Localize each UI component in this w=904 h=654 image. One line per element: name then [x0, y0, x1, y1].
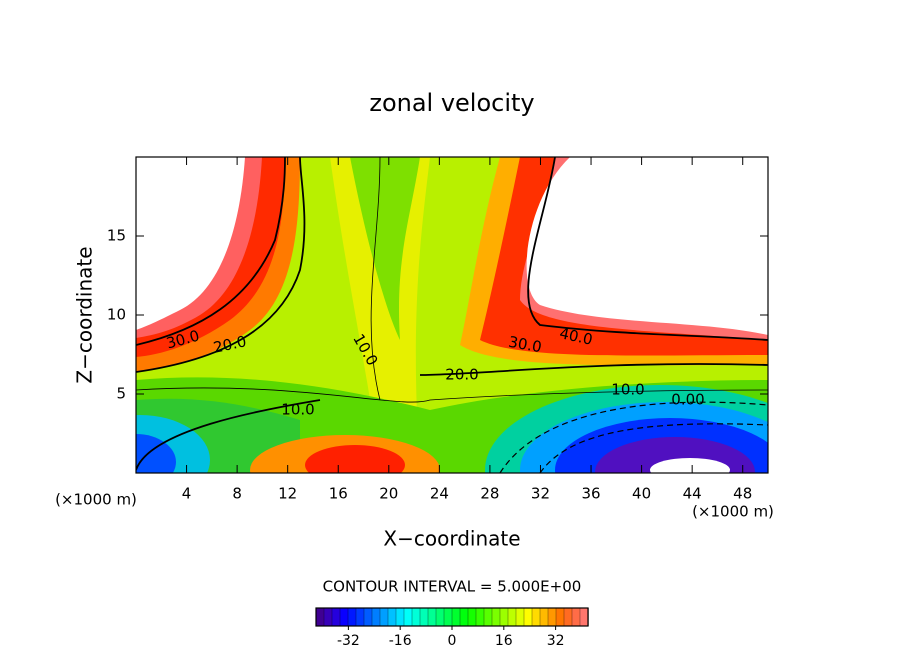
x-tick-label: 44 [683, 485, 702, 503]
colorbar-swatch [451, 607, 461, 627]
x-tick-label: 16 [329, 485, 348, 503]
colorbar-swatch [443, 607, 453, 627]
colorbar-swatch [491, 607, 501, 627]
x-tick-label: 4 [182, 485, 192, 503]
colorbar-swatch [547, 607, 557, 627]
x-tick-label: 28 [480, 485, 499, 503]
colorbar-swatch [459, 607, 469, 627]
colorbar-swatch [555, 607, 565, 627]
x-tick-label: 20 [379, 485, 398, 503]
contour-label: 10.0 [281, 401, 314, 419]
colorbar-swatch [395, 607, 405, 627]
y-axis-label: Z−coordinate [73, 246, 97, 383]
colorbar-swatch [355, 607, 365, 627]
x-tick-label: 48 [733, 485, 752, 503]
colorbar-swatch [347, 607, 357, 627]
colorbar-swatch [403, 607, 413, 627]
colorbar-swatch [563, 607, 573, 627]
unit-label: (×1000 m) [692, 503, 774, 521]
x-tick-label: 24 [430, 485, 449, 503]
colorbar-swatch [411, 607, 421, 627]
colorbar-swatch [507, 607, 517, 627]
colorbar-swatch [371, 607, 381, 627]
colorbar-tick-label: 0 [448, 633, 457, 649]
contour-interval: CONTOUR INTERVAL = 5.000E+00 [323, 578, 582, 596]
colorbar-tick-label: 32 [547, 633, 565, 649]
colorbar-tick-label: 16 [495, 633, 513, 649]
x-tick-label: 8 [232, 485, 242, 503]
x-tick-label: 36 [581, 485, 600, 503]
colorbar-swatch [331, 607, 341, 627]
colorbar-swatch [475, 607, 485, 627]
colorbar-swatch [515, 607, 525, 627]
y-tick-label: 15 [107, 227, 126, 245]
colorbar-tick-label: -16 [389, 633, 412, 649]
contour-label: 0.00 [671, 391, 704, 409]
colorbar-swatch [499, 607, 509, 627]
colorbar-swatch [339, 607, 349, 627]
x-tick-label: 32 [531, 485, 550, 503]
x-tick-label: 12 [278, 485, 297, 503]
contour-label: 10.0 [611, 381, 644, 399]
colorbar-swatch [435, 607, 445, 627]
colorbar-swatch [427, 607, 437, 627]
colorbar-swatch [323, 607, 333, 627]
colorbar-swatch [523, 607, 533, 627]
colorbar-swatch [539, 607, 549, 627]
colorbar-swatch [467, 607, 477, 627]
unit-label: (×1000 m) [55, 491, 137, 509]
contour-field [136, 157, 768, 473]
colorbar-swatch [571, 607, 581, 627]
colorbar-swatch [531, 607, 541, 627]
x-axis-label: X−coordinate [383, 527, 520, 551]
colorbar-swatch [379, 607, 389, 627]
colorbar-swatch [483, 607, 493, 627]
contour-label: 30.0 [507, 333, 543, 357]
colorbar-swatch [579, 607, 589, 627]
colorbar-swatch [363, 607, 373, 627]
contour-label: 20.0 [445, 366, 478, 384]
colorbar-tick-label: -32 [337, 633, 360, 649]
chart-title: zonal velocity [369, 89, 534, 117]
y-tick-label: 10 [107, 306, 126, 324]
y-tick-label: 5 [116, 385, 126, 403]
colorbar-swatch [419, 607, 429, 627]
colorbar-swatch [387, 607, 397, 627]
x-tick-label: 40 [632, 485, 651, 503]
colorbar-swatch [315, 607, 325, 627]
